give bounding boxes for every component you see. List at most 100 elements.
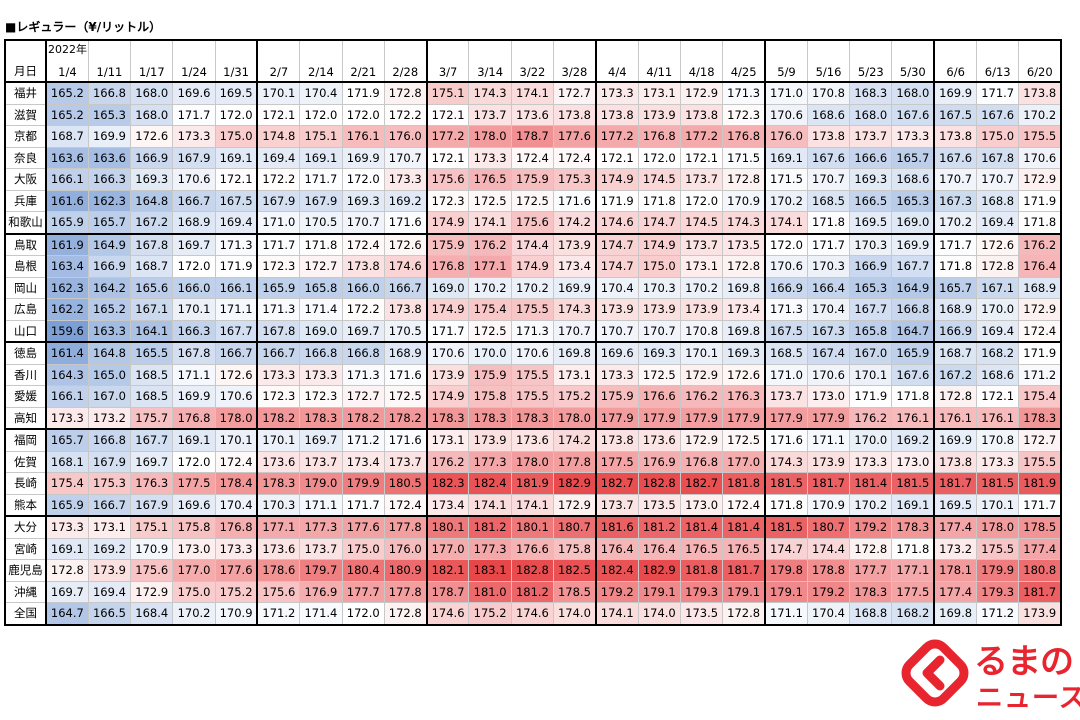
- table-row: 高知 173.3 173.2 175.7 176.8 178.0 178.2 178.3 178…: [4, 406, 1063, 430]
- price-cell: 173.1: [553, 363, 597, 386]
- price-cell: 176.0: [383, 537, 428, 560]
- price-cell: 165.2: [44, 103, 89, 126]
- price-cell: 177.6: [214, 559, 258, 582]
- price-cell: 174.2: [553, 211, 597, 234]
- price-cell: 167.7: [214, 319, 258, 343]
- prefecture-label: 福井: [4, 81, 47, 105]
- price-cell: 173.3: [594, 81, 639, 105]
- table-row: 熊本 165.9 166.7 167.9 169.6 170.4 170.3 171.1 171…: [4, 493, 1063, 517]
- price-cell: 173.3: [383, 168, 428, 191]
- price-cell: 161.6: [44, 189, 89, 212]
- price-cell: 172.8: [722, 602, 766, 626]
- price-cell: 176.8: [679, 450, 724, 473]
- prefecture-label: 和歌山: [4, 211, 47, 234]
- prefecture-label: 福岡: [4, 428, 47, 452]
- price-cell: 175.5: [1018, 125, 1063, 148]
- price-cell: 177.2: [425, 125, 470, 148]
- price-cell: 171.6: [764, 428, 808, 452]
- header-blank: [172, 39, 216, 57]
- price-cell: 175.5: [976, 537, 1020, 560]
- price-cell: 172.8: [722, 168, 766, 191]
- price-cell: 171.7: [933, 232, 978, 256]
- price-cell: 171.7: [172, 103, 216, 126]
- prefecture-label: 山口: [4, 319, 47, 343]
- prefecture-label: 広島: [4, 298, 47, 321]
- price-cell: 171.8: [1018, 211, 1063, 234]
- price-cell: 171.4: [299, 602, 343, 626]
- price-cell: 176.9: [299, 580, 343, 603]
- kurumanews-logo-icon: [901, 639, 969, 707]
- price-cell: 168.0: [849, 103, 893, 126]
- price-cell: 173.0: [806, 385, 851, 408]
- price-cell: 173.4: [341, 450, 385, 473]
- price-cell: 177.6: [553, 125, 597, 148]
- price-cell: 172.0: [299, 103, 343, 126]
- price-cell: 175.8: [553, 537, 597, 560]
- price-cell: 170.2: [679, 276, 724, 299]
- price-cell: 171.5: [722, 146, 766, 169]
- price-cell: 173.8: [594, 103, 639, 126]
- price-cell: 170.8: [976, 428, 1020, 452]
- price-cell: 173.8: [383, 298, 428, 321]
- logo-text-line2: ニュース: [976, 683, 1080, 714]
- price-cell: 172.8: [849, 537, 893, 560]
- price-cell: 172.7: [299, 255, 343, 278]
- price-cell: 174.1: [764, 211, 808, 234]
- price-cell: 168.1: [44, 450, 89, 473]
- price-cell: 166.1: [44, 385, 89, 408]
- price-cell: 171.9: [594, 189, 639, 212]
- price-cell: 168.9: [172, 211, 216, 234]
- price-cell: 182.9: [553, 472, 597, 495]
- price-cell: 178.3: [256, 472, 301, 495]
- price-cell: 174.9: [425, 385, 470, 408]
- price-cell: 172.0: [637, 146, 681, 169]
- price-cell: 170.1: [172, 298, 216, 321]
- price-cell: 172.9: [1018, 298, 1063, 321]
- prefecture-label: 奈良: [4, 146, 47, 169]
- price-cell: 169.4: [976, 319, 1020, 343]
- price-cell: 170.6: [764, 103, 808, 126]
- price-cell: 161.9: [44, 232, 89, 256]
- price-cell: 177.4: [933, 580, 978, 603]
- price-cell: 169.9: [891, 232, 935, 256]
- price-cell: 167.1: [976, 276, 1020, 299]
- price-cell: 173.0: [172, 537, 216, 560]
- price-cell: 173.9: [553, 232, 597, 256]
- price-cell: 178.5: [1018, 515, 1063, 539]
- price-cell: 170.6: [425, 341, 470, 365]
- header-blank: [764, 39, 808, 57]
- table-row: 京都 168.7 169.9 172.6 173.3 175.0 174.8 175.1 176…: [4, 125, 1063, 148]
- price-cell: 170.2: [172, 602, 216, 626]
- price-cell: 173.9: [637, 103, 681, 126]
- price-cell: 173.9: [87, 559, 132, 582]
- price-cell: 167.7: [130, 428, 174, 452]
- price-cell: 171.7: [256, 232, 301, 256]
- price-cell: 175.4: [468, 298, 512, 321]
- price-cell: 170.6: [806, 363, 851, 386]
- price-cell: 173.0: [891, 450, 935, 473]
- price-cell: 174.7: [764, 537, 808, 560]
- price-cell: 172.5: [468, 189, 512, 212]
- table-row: 奈良 163.6 163.6 166.9 167.9 169.1 169.4 169.1 169…: [4, 146, 1063, 169]
- price-cell: 173.6: [256, 450, 301, 473]
- price-cell: 168.7: [130, 255, 174, 278]
- price-cell: 167.3: [806, 319, 851, 343]
- price-cell: 181.0: [468, 580, 512, 603]
- column-header-date: 3/14: [468, 57, 512, 83]
- price-cell: 173.3: [976, 450, 1020, 473]
- price-cell: 167.2: [130, 211, 174, 234]
- price-cell: 172.4: [1018, 319, 1063, 343]
- prefecture-label: 大阪: [4, 168, 47, 191]
- price-cell: 175.9: [594, 385, 639, 408]
- price-cell: 172.9: [679, 428, 724, 452]
- price-cell: 170.6: [214, 385, 258, 408]
- price-cell: 175.5: [510, 363, 555, 386]
- price-cell: 172.1: [256, 103, 301, 126]
- price-cell: 170.3: [806, 255, 851, 278]
- price-cell: 171.7: [299, 168, 343, 191]
- price-cell: 181.7: [933, 472, 978, 495]
- price-cell: 166.5: [849, 189, 893, 212]
- price-cell: 169.1: [891, 493, 935, 517]
- price-cell: 177.3: [468, 537, 512, 560]
- price-cell: 166.7: [172, 189, 216, 212]
